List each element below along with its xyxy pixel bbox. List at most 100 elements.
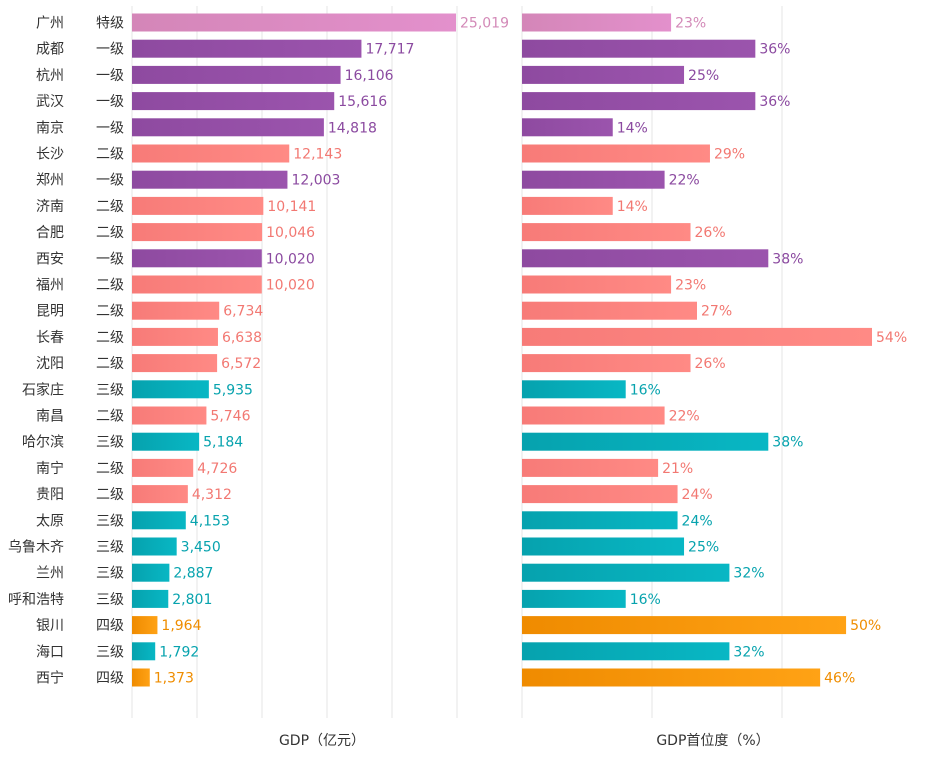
primacy-bar — [522, 65, 685, 84]
city-label: 福州 — [36, 278, 64, 294]
primacy-value-label: 14% — [617, 120, 648, 136]
tier-labels: 特级一级一级一级一级二级一级二级二级一级二级二级二级二级三级二级三级二级二级三级… — [96, 16, 124, 687]
gdp-bar — [132, 118, 324, 137]
tier-label: 二级 — [96, 304, 124, 320]
city-label: 长春 — [36, 330, 64, 346]
primacy-bar — [522, 118, 613, 137]
gdp-value-label: 14,818 — [328, 120, 377, 136]
city-label: 乌鲁木齐 — [8, 540, 64, 556]
gdp-bars: 25,019 17,717 16,106 15,616 14,818 12,143 12,0… — [132, 13, 509, 687]
city-label: 南京 — [36, 120, 64, 136]
primacy-bar — [522, 642, 730, 661]
tier-label: 二级 — [96, 409, 124, 425]
gdp-bar — [132, 65, 341, 84]
tier-label: 一级 — [96, 251, 124, 267]
gdp-value-label: 5,935 — [213, 382, 253, 398]
tier-label: 二级 — [96, 330, 124, 346]
gdp-bar — [132, 485, 188, 504]
gdp-bar — [132, 196, 264, 215]
gdp-bar — [132, 275, 262, 294]
primacy-value-label: 25% — [688, 540, 719, 556]
gdp-value-label: 2,887 — [173, 566, 213, 582]
gdp-bar — [132, 616, 158, 635]
primacy-bar — [522, 144, 710, 163]
tier-label: 三级 — [96, 435, 124, 451]
tier-label: 一级 — [96, 120, 124, 136]
primacy-bar — [522, 301, 697, 320]
tier-label: 四级 — [96, 618, 124, 634]
primacy-value-label: 22% — [669, 409, 700, 425]
primacy-value-label: 36% — [759, 42, 790, 58]
tier-label: 三级 — [96, 513, 124, 529]
gdp-value-label: 3,450 — [181, 540, 221, 556]
gdp-value-label: 12,143 — [293, 147, 342, 163]
tier-label: 三级 — [96, 540, 124, 556]
city-label: 济南 — [36, 199, 64, 215]
city-label: 杭州 — [36, 68, 64, 84]
primacy-bar — [522, 223, 691, 242]
gdp-bar — [132, 144, 290, 163]
gdp-value-label: 5,746 — [210, 409, 250, 425]
city-label: 太原 — [36, 513, 64, 529]
gdp-value-label: 6,638 — [222, 330, 262, 346]
gdp-value-label: 10,046 — [266, 225, 315, 241]
gdp-axis-title: GDP（亿元） — [279, 733, 365, 749]
primacy-bar — [522, 13, 672, 32]
gdp-bar — [132, 39, 362, 58]
tier-label: 二级 — [96, 225, 124, 241]
gdp-value-label: 12,003 — [291, 173, 340, 189]
tier-label: 三级 — [96, 644, 124, 660]
gdp-value-label: 17,717 — [365, 42, 414, 58]
primacy-value-label: 26% — [695, 356, 726, 372]
gdp-value-label: 10,141 — [267, 199, 316, 215]
primacy-value-label: 27% — [701, 304, 732, 320]
city-label: 银川 — [36, 618, 64, 634]
gdp-value-label: 4,153 — [190, 513, 230, 529]
primacy-bar — [522, 196, 613, 215]
tier-label: 二级 — [96, 147, 124, 163]
primacy-bar — [522, 511, 678, 530]
gdp-bar — [132, 170, 288, 189]
tier-label: 三级 — [96, 592, 124, 608]
city-label: 西宁 — [36, 670, 64, 687]
gdp-value-label: 16,106 — [345, 68, 394, 84]
gdp-value-label: 10,020 — [266, 251, 315, 267]
city-label: 沈阳 — [36, 356, 64, 372]
primacy-bar — [522, 275, 672, 294]
tier-label: 三级 — [96, 382, 124, 398]
city-label: 南昌 — [36, 409, 64, 425]
gdp-bar — [132, 537, 177, 556]
gdp-value-label: 1,373 — [154, 671, 194, 687]
gdp-value-label: 5,184 — [203, 435, 243, 451]
gdp-value-label: 15,616 — [338, 94, 387, 110]
primacy-value-label: 36% — [759, 94, 790, 110]
city-label: 长沙 — [36, 147, 64, 163]
gdp-bar — [132, 327, 218, 346]
primacy-axis-title: GDP首位度（%） — [656, 733, 769, 749]
primacy-value-label: 25% — [688, 68, 719, 84]
gdp-bar — [132, 249, 262, 268]
gdp-value-label: 10,020 — [266, 278, 315, 294]
primacy-bar — [522, 616, 847, 635]
primacy-bar — [522, 563, 730, 582]
gdp-bar — [132, 432, 200, 451]
primacy-bar — [522, 589, 626, 608]
tier-label: 二级 — [96, 487, 124, 503]
city-label: 西安 — [36, 251, 64, 267]
primacy-bar — [522, 485, 678, 504]
city-labels: 广州成都杭州武汉南京长沙郑州济南合肥西安福州昆明长春沈阳石家庄南昌哈尔滨南宁贵阳… — [8, 16, 64, 687]
gdp-bar — [132, 642, 156, 661]
city-label: 成都 — [36, 42, 64, 58]
tier-label: 三级 — [96, 566, 124, 582]
gdp-value-label: 4,726 — [197, 461, 237, 477]
primacy-value-label: 23% — [675, 278, 706, 294]
primacy-value-label: 24% — [682, 513, 713, 529]
primacy-value-label: 50% — [850, 618, 881, 634]
gdp-value-label: 2,801 — [172, 592, 212, 608]
gdp-bar — [132, 380, 209, 399]
gdp-bar — [132, 563, 170, 582]
city-label: 海口 — [36, 644, 64, 660]
primacy-value-label: 32% — [733, 644, 764, 660]
gdp-value-label: 4,312 — [192, 487, 232, 503]
